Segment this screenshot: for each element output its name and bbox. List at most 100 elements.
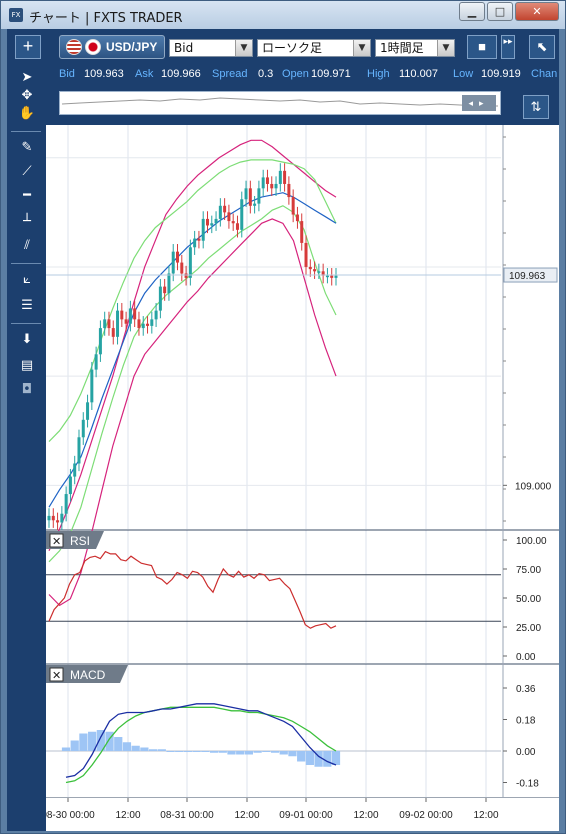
rsi-tick-label: 75.00	[516, 565, 541, 576]
candle-body	[163, 286, 167, 294]
bollinger-upper-inner-line	[48, 159, 337, 443]
crosshair-move-icon[interactable]: ✥	[21, 88, 33, 103]
candle-body	[188, 247, 192, 278]
current-price-label: 109.963	[509, 271, 546, 282]
candle-body	[111, 328, 115, 337]
symbol-label: USD/JPY	[106, 40, 158, 54]
timeframe-select[interactable]: 1時間足 ▼	[375, 39, 455, 57]
layout-button[interactable]: ■	[467, 35, 497, 59]
candle-body	[73, 463, 77, 477]
fibonacci-retracement-icon[interactable]: ☰	[21, 298, 33, 313]
add-chart-button[interactable]: +	[15, 35, 41, 59]
detach-button[interactable]: ⬉	[529, 35, 555, 59]
macd-histogram-bar	[192, 751, 201, 752]
candle-body	[214, 218, 218, 224]
download-icon[interactable]: ⬇	[21, 332, 33, 347]
candle-body	[201, 218, 205, 241]
pen-icon[interactable]: ✎	[21, 140, 33, 155]
timeframe-value: 1時間足	[380, 41, 424, 55]
chart-area[interactable]: ✕ RSI ✕ MACD 109.963 109.000 100.00 75.00 50.0…	[46, 125, 559, 831]
candle-body	[210, 223, 214, 226]
chart-type-select[interactable]: ローソク足 ▼	[257, 39, 371, 57]
macd-line	[65, 703, 337, 778]
close-icon: ✕	[52, 535, 61, 548]
macd-histogram-bar	[244, 751, 254, 755]
chart-axes: 109.963 109.000 100.00 75.00 50.00 25.00 0.00 0…	[46, 136, 559, 831]
navigator-scroll-control[interactable]: ◂▸	[462, 95, 496, 111]
macd-histogram-bar	[253, 751, 262, 753]
bollinger-lower-inner-line	[48, 205, 337, 563]
macd-tick-label: 0.00	[516, 747, 536, 758]
candle-body	[265, 177, 269, 184]
candle-body	[176, 251, 180, 263]
candle-body	[98, 328, 102, 355]
cursor-arrow-icon[interactable]: ➤	[21, 70, 33, 85]
quote-label: Open	[282, 68, 309, 80]
chart-canvas[interactable]: ✕ RSI ✕ MACD 109.963 109.000 100.00 75.00 50.0…	[46, 125, 559, 831]
tool-divider	[11, 263, 41, 264]
macd-histogram-bar	[61, 747, 71, 751]
candle-body	[227, 212, 231, 222]
candle-body	[86, 402, 90, 420]
candle-body	[81, 419, 85, 438]
camera-icon[interactable]: ◘	[21, 382, 33, 397]
chevron-down-icon: ▼	[235, 40, 252, 56]
channel-icon[interactable]: ⫽	[24, 238, 30, 253]
macd-signal-line	[65, 706, 337, 784]
macd-histogram-bar	[96, 730, 105, 751]
vertical-line-icon[interactable]: ┴	[23, 214, 31, 229]
quote-value: 110.007	[399, 68, 438, 80]
chart-toolbar: + USD/JPY Bid ▼ ローソク足 ▼ 1時間足 ▼ ■ ▸▸ ⬉ Bi…	[7, 29, 559, 125]
horizontal-line-icon[interactable]: ━	[23, 188, 31, 203]
price-type-select[interactable]: Bid ▼	[169, 39, 253, 57]
hand-pan-icon[interactable]: ✋	[18, 106, 36, 121]
close-icon: ✕	[532, 5, 542, 18]
close-icon: ✕	[52, 669, 61, 682]
candle-body	[270, 183, 274, 189]
rsi-tick-label: 0.00	[516, 652, 536, 663]
quote-label: Chan	[531, 68, 558, 80]
minimize-button[interactable]: ▁	[459, 2, 485, 21]
scroll-arrows-button[interactable]: ▸▸	[501, 35, 515, 59]
fibonacci-fan-icon[interactable]: ⟀	[23, 272, 31, 287]
quote-value: 109.966	[161, 68, 201, 80]
candle-body	[146, 323, 150, 326]
candle-body	[77, 437, 81, 464]
arrow-up-left-icon: ⬉	[536, 39, 548, 54]
list-icon[interactable]: ▤	[20, 358, 34, 373]
close-button[interactable]: ✕	[515, 2, 559, 21]
time-tick-label: 12:00	[473, 810, 498, 821]
candle-body	[193, 238, 197, 248]
chart-type-value: ローソク足	[262, 41, 323, 55]
title-bar[interactable]: FX チャート | FXTS TRADER ▁ □ ✕	[1, 1, 565, 29]
macd-histogram-bar	[314, 751, 323, 767]
navigator-sparkline	[61, 97, 498, 107]
minimize-icon: ▁	[467, 5, 477, 18]
candle-body	[283, 170, 287, 184]
maximize-button[interactable]: □	[487, 2, 513, 21]
price-chart[interactable]	[46, 139, 501, 607]
time-axis-bg	[46, 798, 559, 831]
close-icon-box	[49, 667, 64, 682]
chart-navigator[interactable]: ◂▸	[59, 91, 501, 115]
symbol-selector[interactable]: USD/JPY	[59, 35, 165, 59]
candle-body	[116, 310, 120, 337]
candle-body	[304, 242, 308, 267]
candle-body	[313, 269, 317, 272]
candle-body	[300, 221, 304, 243]
rsi-panel[interactable]: ✕ RSI	[46, 531, 501, 629]
candle-body	[171, 251, 175, 274]
macd-histogram-bar	[79, 733, 88, 751]
quote-value: 109.919	[481, 68, 521, 80]
trendline-icon[interactable]: ⟋	[22, 164, 32, 179]
time-tick-label: 08-31 00:00	[160, 810, 214, 821]
sync-button[interactable]: ⇅	[523, 95, 549, 119]
candle-body	[248, 188, 252, 206]
macd-tick-label: 0.36	[516, 684, 536, 695]
candle-body	[257, 188, 261, 204]
quote-value: 0.3	[258, 68, 274, 80]
candle-body	[133, 308, 137, 320]
quote-label: Low	[453, 68, 474, 80]
macd-panel[interactable]: ✕ MACD	[46, 665, 501, 784]
